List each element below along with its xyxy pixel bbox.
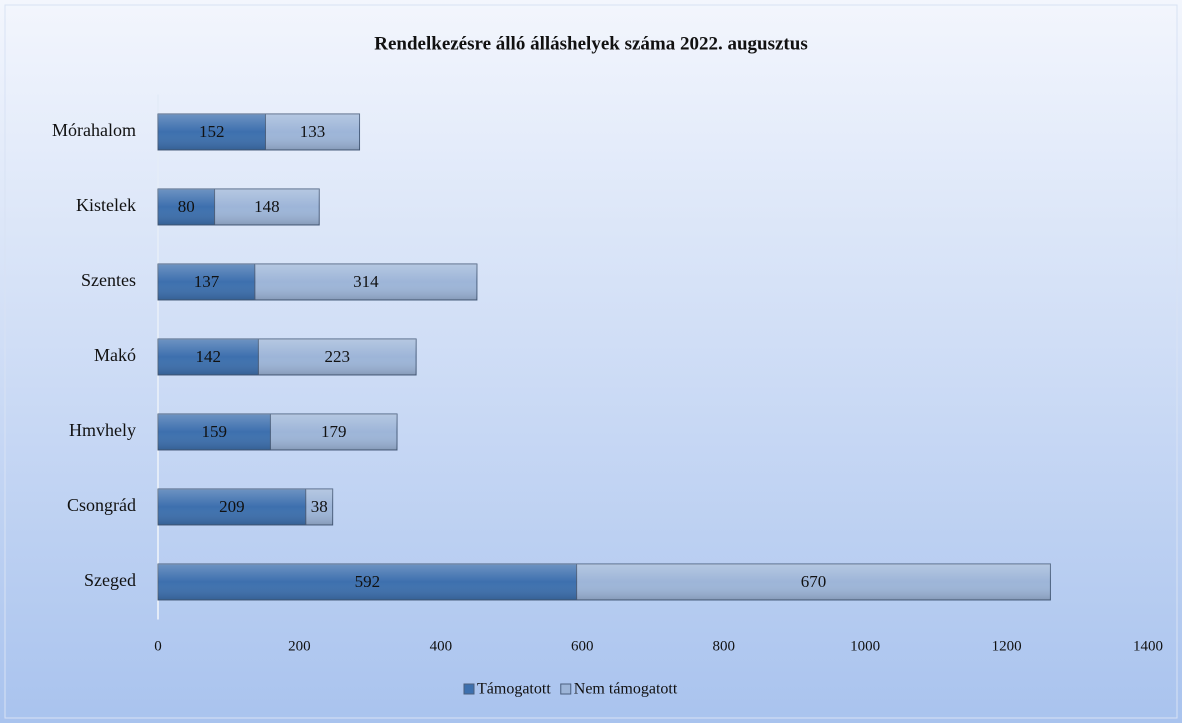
- y-tick-label: Mórahalom: [52, 120, 136, 140]
- bar-shade: [270, 414, 398, 450]
- y-tick-label: Hmvhely: [69, 420, 136, 440]
- x-tick-label: 1000: [850, 638, 880, 654]
- y-tick-label: Makó: [94, 345, 136, 365]
- x-tick-label: 600: [571, 638, 594, 654]
- bar-shade: [576, 564, 1051, 600]
- bar-shade: [158, 339, 259, 375]
- value-label: 179: [321, 422, 347, 441]
- chart-title: Rendelkezésre álló álláshelyek száma 202…: [374, 33, 807, 54]
- legend-swatch: [560, 683, 572, 695]
- bar-shade: [158, 414, 271, 450]
- y-tick-label: Kistelek: [76, 195, 136, 215]
- value-label: 209: [219, 497, 245, 516]
- value-label: 148: [254, 197, 280, 216]
- value-label: 38: [311, 497, 328, 516]
- bar-shade: [214, 189, 320, 225]
- y-tick-label: Csongrád: [67, 495, 136, 515]
- bar-shade: [305, 489, 333, 525]
- frame: [4, 4, 1178, 719]
- value-label: 223: [325, 347, 351, 366]
- legend-label: Nem támogatott: [574, 681, 678, 698]
- value-label: 670: [801, 572, 827, 591]
- value-label: 314: [353, 272, 379, 291]
- y-tick-label: Szeged: [84, 570, 136, 590]
- bar-shade: [158, 264, 255, 300]
- bar-shade: [265, 114, 360, 150]
- value-label: 152: [199, 122, 225, 141]
- bar-shade: [158, 114, 266, 150]
- x-tick-label: 1200: [992, 638, 1022, 654]
- legend-swatch: [463, 683, 475, 695]
- x-tick-label: 0: [154, 638, 162, 654]
- value-label: 80: [178, 197, 195, 216]
- x-tick-label: 1400: [1133, 638, 1163, 654]
- x-tick-label: 400: [430, 638, 453, 654]
- value-label: 142: [195, 347, 221, 366]
- legend-label: Támogatott: [477, 681, 551, 698]
- value-label: 137: [194, 272, 220, 291]
- value-label: 159: [201, 422, 227, 441]
- x-tick-label: 800: [712, 638, 735, 654]
- bar-shade: [254, 264, 477, 300]
- bar-shade: [158, 564, 577, 600]
- bar-shade: [158, 189, 215, 225]
- value-label: 133: [300, 122, 326, 141]
- x-tick-label: 200: [288, 638, 311, 654]
- bar-shade: [158, 489, 306, 525]
- value-label: 592: [355, 572, 381, 591]
- bar-shade: [258, 339, 417, 375]
- y-tick-label: Szentes: [81, 270, 136, 290]
